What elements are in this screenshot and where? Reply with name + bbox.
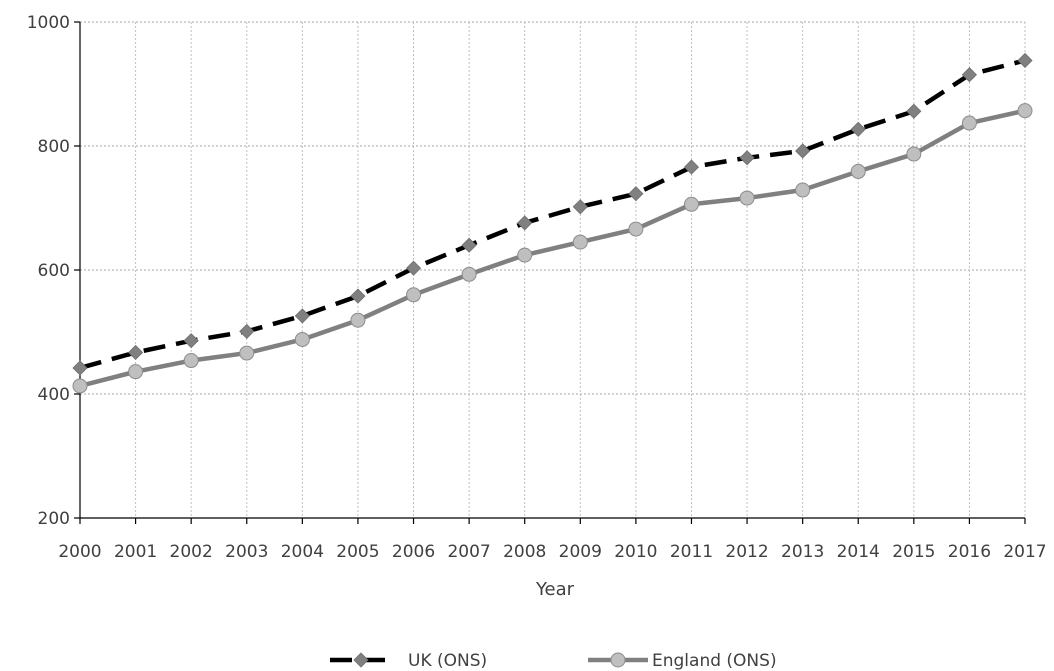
x-tick-label: 2013 [781,542,824,562]
legend-marker [353,652,369,668]
data-point [906,146,922,162]
series-lines [72,52,1033,394]
data-point [406,287,422,303]
legend-label: England (ONS) [652,651,777,671]
axes [74,21,1026,524]
x-tick-label: 2006 [392,542,435,562]
data-point [350,288,366,304]
x-tick-label: 2001 [114,542,157,562]
data-point [405,260,422,276]
series-line [79,108,1026,389]
data-point [628,221,644,237]
data-point [72,378,88,394]
legend-item: UK (ONS) [330,651,487,671]
x-tick-label: 2007 [447,542,490,562]
data-point [683,159,700,175]
data-point [183,333,199,349]
data-point [1017,103,1033,119]
data-point [906,103,922,119]
x-tick-label: 2002 [170,542,213,562]
data-point [239,323,255,339]
x-tick-label: 2017 [1003,542,1046,562]
series-line [79,58,1026,371]
x-tick-label: 2005 [336,542,379,562]
tick-labels: 200 400 600 800 1000 2000 2001 2002 2003 2004 2005… [27,13,1047,562]
data-point [517,247,533,263]
data-point [628,186,644,202]
data-point [239,345,255,361]
x-tick-label: 2000 [58,542,101,562]
data-point [1017,52,1033,69]
data-point [517,215,533,231]
data-point [572,199,588,215]
x-tick-label: 2008 [503,542,546,562]
data-point [128,344,144,361]
data-point [572,234,588,250]
data-point [850,121,866,137]
legend-marker [610,652,626,668]
y-tick-label: 1000 [27,13,70,33]
data-point [461,266,477,282]
legend: UK (ONS) England (ONS) [330,651,777,671]
x-tick-label: 2011 [670,542,713,562]
data-point [183,353,199,369]
gridlines [80,21,1026,518]
data-point [739,150,755,166]
data-point [350,312,366,328]
y-tick-label: 600 [38,261,70,281]
data-point [683,196,699,212]
x-tick-label: 2015 [892,542,935,562]
data-point [961,67,977,83]
y-tick-label: 800 [38,137,70,157]
x-tick-label: 2016 [948,542,991,562]
legend-label: UK (ONS) [408,651,487,671]
x-tick-label: 2004 [281,542,324,562]
y-tick-label: 200 [38,509,70,529]
x-tick-label: 2003 [225,542,268,562]
data-point [795,143,811,159]
legend-item: England (ONS) [588,651,777,671]
data-point [128,364,144,380]
y-tick-label: 400 [38,385,70,405]
x-tick-label: 2009 [559,542,602,562]
series-0 [72,52,1033,376]
x-tick-label: 2014 [837,542,880,562]
x-tick-label: 2012 [725,542,768,562]
data-point [795,182,811,198]
data-point [850,163,866,179]
data-point [461,237,477,253]
series-1 [72,103,1033,394]
x-tick-label: 2010 [614,542,657,562]
data-point [294,331,310,347]
data-point [739,190,755,206]
data-point [294,308,310,324]
data-point [72,360,88,376]
x-axis-title: Year [535,579,575,600]
data-point [961,115,977,131]
